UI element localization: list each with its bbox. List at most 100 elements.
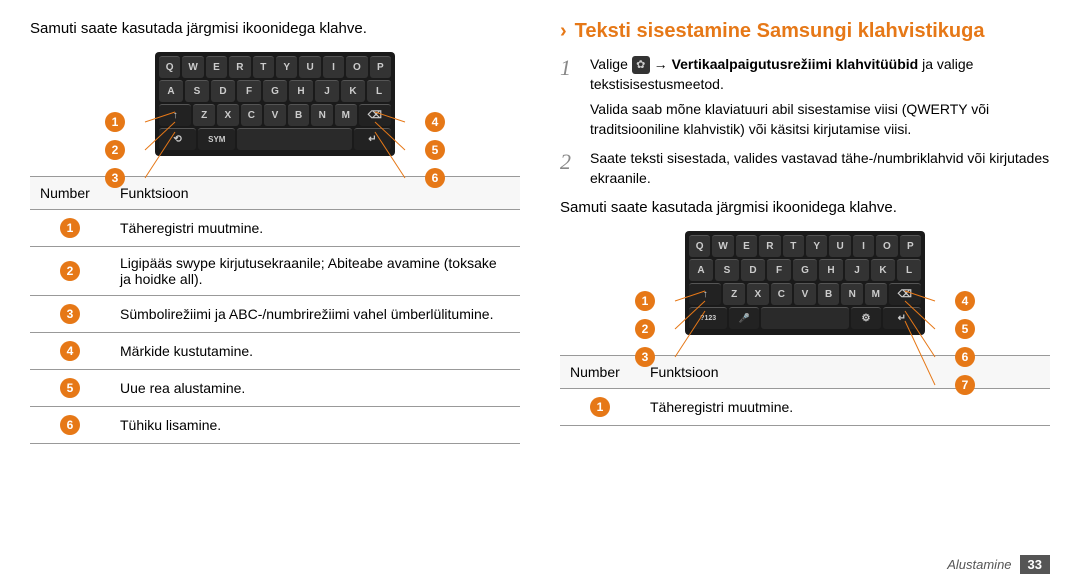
keyboard-key: ⟲ [159,128,196,150]
keyboard-key: ⌫ [889,283,921,305]
keyboard-key: I [853,235,874,257]
keyboard-key: W [182,56,203,78]
step-row: 1 Valige ✿ → Vertikaalpaigutusrežiimi kla… [560,55,1050,139]
chevron-icon: › [560,20,567,43]
keyboard-key: ⌫ [359,104,391,126]
keyboard-key: SYM [198,128,235,150]
row-function: Märkide kustutamine. [110,333,520,370]
callout-badge: 6 [955,347,975,367]
table-row: 1Täheregistri muutmine. [30,210,520,247]
keyboard-key: R [759,235,780,257]
col-number: Number [560,355,640,388]
callout-badge: 6 [425,168,445,188]
keyboard-key: H [819,259,843,281]
keyboard-key: J [845,259,869,281]
callout-badge: 5 [955,319,975,339]
keyboard-key: J [315,80,339,102]
row-function: Ligipääs swype kirjutusekraanile; Abitea… [110,247,520,296]
keyboard-key: P [900,235,921,257]
keyboard-key: A [689,259,713,281]
keyboard-key: H [289,80,313,102]
heading-text: Teksti sisestamine Samsungi klahvistikug… [575,20,985,43]
callout-badge: 7 [955,375,975,395]
callout-badge: 2 [635,319,655,339]
keyboard-key: U [829,235,850,257]
keyboard-key: A [159,80,183,102]
keyboard-key: ⚙ [851,307,880,329]
callout-badge: 3 [635,347,655,367]
keyboard-key: C [771,283,793,305]
row-badge: 1 [60,218,80,238]
table-row: 6 Tühiku lisamine. [30,407,520,444]
callout-badge: 3 [105,168,125,188]
keyboard-key: X [747,283,769,305]
keyboard-key: ↑ [689,283,721,305]
keyboard-key: ↵ [354,128,391,150]
step-number: 2 [560,149,580,175]
keyboard-key: T [783,235,804,257]
keyboard-key: O [876,235,897,257]
keyboard-key [237,128,351,150]
row-badge: 2 [60,261,80,281]
keyboard-key: O [346,56,367,78]
intro-text: Samuti saate kasutada järgmisi ikoonideg… [30,20,520,37]
keyboard-figure-right: QWERTYUIOPASDFGHJKL↑ZXCVBNM⌫?123🎤⚙↵ 123 … [560,231,1050,335]
keyboard-key: F [237,80,261,102]
keyboard-key: Z [193,104,215,126]
keyboard-key: 🎤 [729,307,758,329]
keyboard-key: X [217,104,239,126]
keyboard-key: G [263,80,287,102]
table-row: 1 Täheregistri muutmine. [560,388,1050,425]
keyboard-key: E [206,56,227,78]
gear-icon: ✿ [632,56,650,74]
keyboard-key: T [253,56,274,78]
keyboard-key: Y [276,56,297,78]
keyboard-figure-left: QWERTYUIOPASDFGHJKL↑ZXCVBNM⌫⟲SYM↵ 123 45… [30,52,520,156]
row-function: Täheregistri muutmine. [640,388,1050,425]
keyboard-key: N [841,283,863,305]
callout-badge: 4 [955,291,975,311]
keyboard-key: ↵ [883,307,921,329]
function-table-left: Number Funktsioon 1Täheregistri muutmine… [30,176,520,444]
row-badge: 4 [60,341,80,361]
keyboard-key: B [818,283,840,305]
keyboard-key: G [793,259,817,281]
table-row: 2 Ligipääs swype kirjutusekraanile; Abite… [30,247,520,296]
keyboard-key: V [794,283,816,305]
callout-badge: 4 [425,112,445,132]
col-function: Funktsioon [110,177,520,210]
callout-badge: 5 [425,140,445,160]
section-heading: › Teksti sisestamine Samsungi klahvistik… [560,20,1050,43]
keyboard-key: Q [689,235,710,257]
intro-text-2: Samuti saate kasutada järgmisi ikoonideg… [560,199,1050,216]
keyboard-key: U [299,56,320,78]
step-number: 1 [560,55,580,81]
keyboard-key: S [715,259,739,281]
row-function: Uue rea alustamine. [110,370,520,407]
keyboard-key: K [871,259,895,281]
keyboard-key: E [736,235,757,257]
keyboard-key: R [229,56,250,78]
row-badge: 1 [590,397,610,417]
keyboard-key: D [741,259,765,281]
row-function: Sümbolirežiimi ja ABC-/numbrirežiimi vah… [110,296,520,333]
row-badge: 6 [60,415,80,435]
function-table-right: Number Funktsioon 1Täheregistri muutmine… [560,355,1050,426]
keyboard-key: ?123 [689,307,727,329]
keyboard-key: L [897,259,921,281]
row-badge: 5 [60,378,80,398]
page-footer: Alustamine 33 [947,555,1050,574]
step-text: Valige ✿ → Vertikaalpaigutusrežiimi klah… [590,55,1050,139]
table-row: 3 Sümbolirežiimi ja ABC-/numbrirežiimi va… [30,296,520,333]
row-badge: 3 [60,304,80,324]
keyboard-key: K [341,80,365,102]
callout-badge: 1 [635,291,655,311]
footer-page-number: 33 [1020,555,1050,574]
table-row: 4 Märkide kustutamine. [30,333,520,370]
keyboard-key: Q [159,56,180,78]
keyboard-key: V [264,104,286,126]
keyboard-key: I [323,56,344,78]
step-text: Saate teksti sisestada, valides vastavad… [590,149,1050,188]
table-row: 5 Uue rea alustamine. [30,370,520,407]
row-function: Tühiku lisamine. [110,407,520,444]
